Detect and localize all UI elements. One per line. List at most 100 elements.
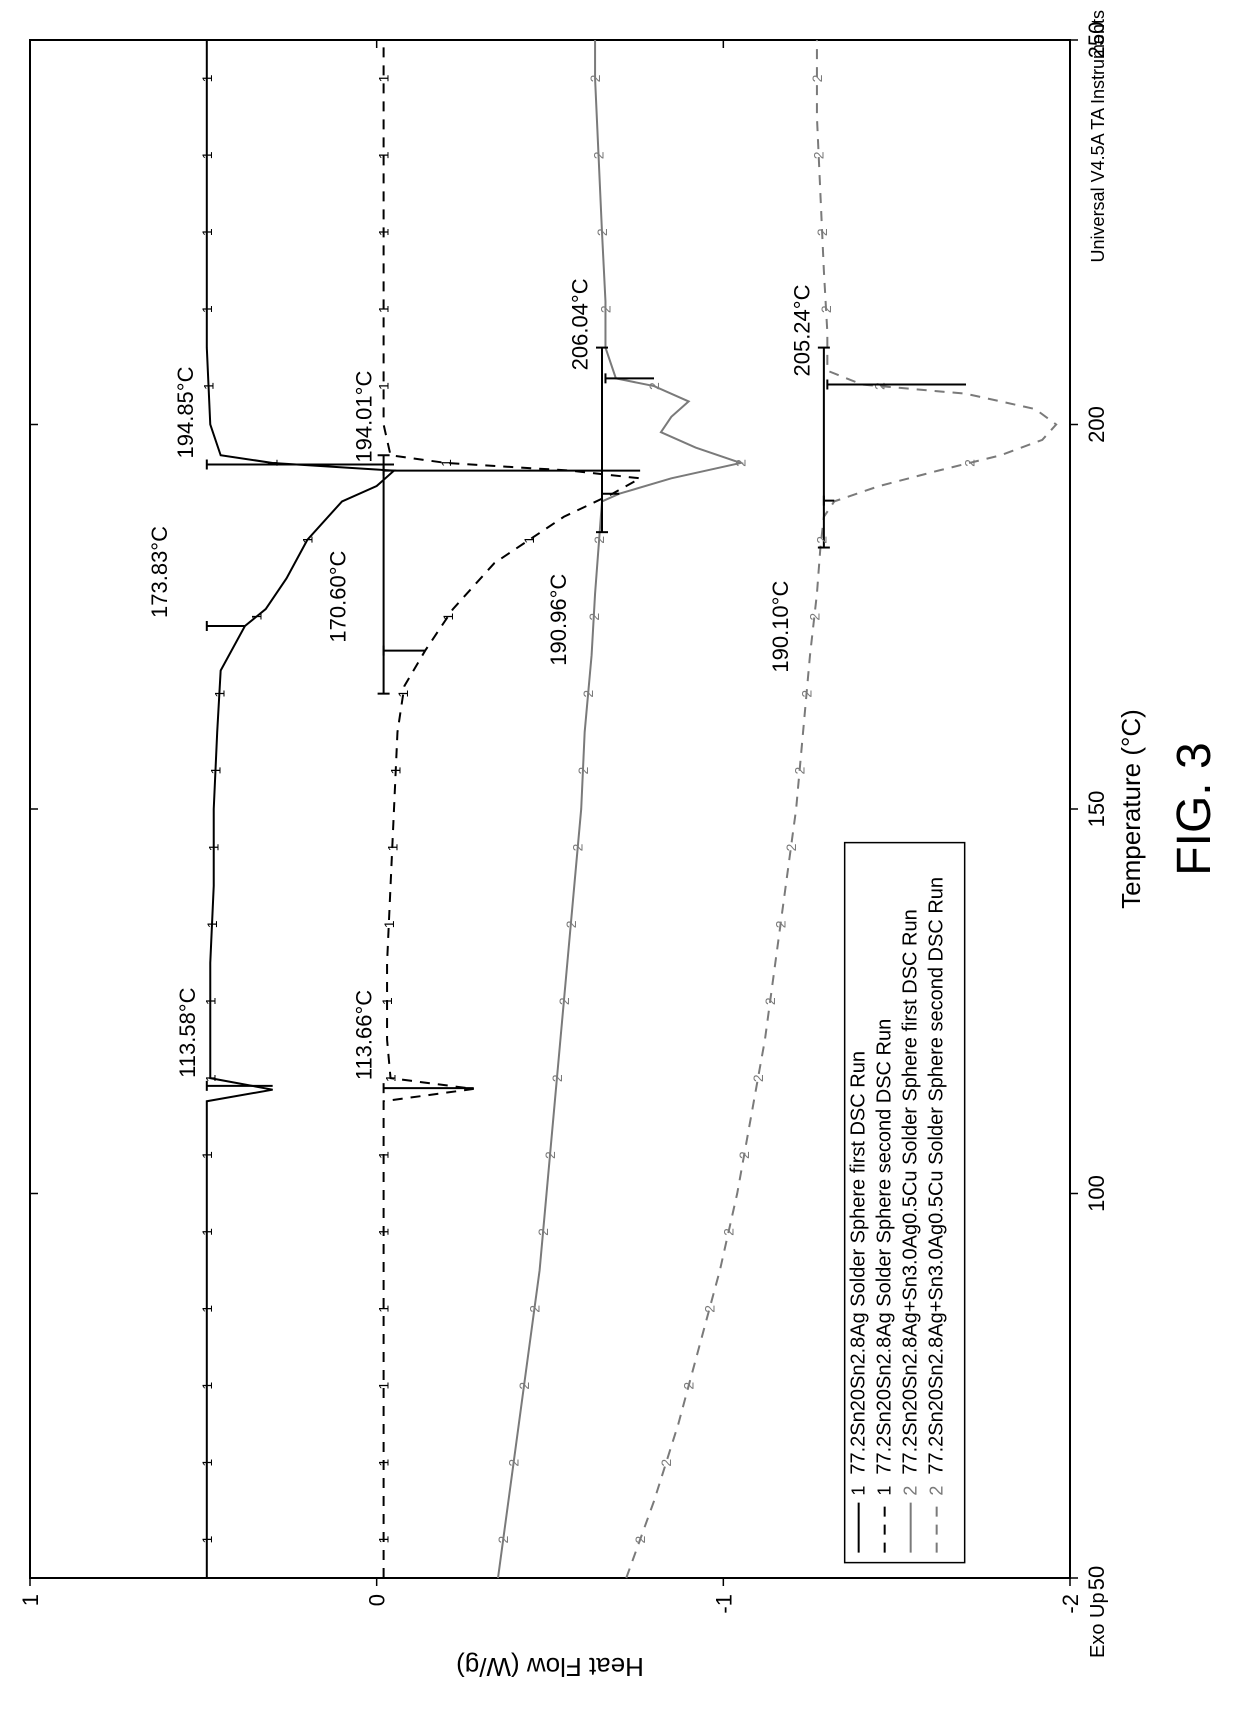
temp-annotation: 194.01°C <box>352 371 377 463</box>
series-marker: 2 <box>556 997 572 1005</box>
series-marker: 1 <box>381 920 397 928</box>
series-marker: 2 <box>721 1228 737 1236</box>
series-marker: 1 <box>384 843 400 851</box>
series-marker: 2 <box>575 766 591 774</box>
y-axis-title: Heat Flow (W/g) <box>456 1652 644 1682</box>
series-marker: 2 <box>516 1382 532 1390</box>
series-marker: 1 <box>376 1535 392 1543</box>
legend-label: 77.2Sn20Sn2.8Ag+Sn3.0Ag0.5Cu Solder Sphe… <box>926 877 948 1475</box>
series-marker: 1 <box>204 920 220 928</box>
series-marker: 2 <box>762 997 778 1005</box>
figure-label: FIG. 3 <box>1168 742 1221 875</box>
series-marker: 1 <box>376 382 392 390</box>
y-tick-label: 0 <box>365 1594 390 1606</box>
series-marker: 2 <box>526 1305 542 1313</box>
series-marker: 2 <box>542 1151 558 1159</box>
series-marker: 1 <box>199 1305 215 1313</box>
series-marker: 2 <box>811 151 827 159</box>
series-marker: 2 <box>814 228 830 236</box>
series-marker: 2 <box>586 613 602 621</box>
series-marker: 2 <box>783 843 799 851</box>
series-marker: 1 <box>199 74 215 82</box>
series-marker: 1 <box>211 690 227 698</box>
series-marker: 2 <box>495 1535 511 1543</box>
series-marker: 2 <box>632 1535 648 1543</box>
series-marker: 1 <box>383 1074 399 1082</box>
series-marker: 1 <box>376 151 392 159</box>
series-marker: 2 <box>773 920 789 928</box>
series-marker: 1 <box>376 1151 392 1159</box>
legend-label: 77.2Sn20Sn2.8Ag Solder Sphere second DSC… <box>874 1019 896 1475</box>
series-marker: 1 <box>376 228 392 236</box>
x-tick-label: 50 <box>1084 1566 1109 1590</box>
temp-annotation: 190.96°C <box>546 574 571 666</box>
series-marker: 2 <box>591 536 607 544</box>
exo-up-label: Exo Up <box>1087 1592 1109 1658</box>
series-marker: 1 <box>379 997 395 1005</box>
series-marker: 1 <box>199 1228 215 1236</box>
series-marker: 2 <box>818 305 834 313</box>
series-marker: 2 <box>570 843 586 851</box>
temp-annotation: 205.24°C <box>789 284 814 376</box>
legend-label: 77.2Sn20Sn2.8Ag Solder Sphere first DSC … <box>848 1051 870 1475</box>
series-marker: 1 <box>248 613 264 621</box>
series-marker: 1 <box>202 1074 218 1082</box>
series-marker: 1 <box>376 1382 392 1390</box>
series-marker: 1 <box>395 690 411 698</box>
y-tick-label: -2 <box>1058 1594 1083 1614</box>
series-marker: 1 <box>299 536 315 544</box>
series-marker: 2 <box>591 151 607 159</box>
series-marker: 1 <box>388 766 404 774</box>
series-marker: 2 <box>594 228 610 236</box>
series-marker: 1 <box>440 613 456 621</box>
series-marker: 2 <box>549 1074 565 1082</box>
x-axis-title: Temperature (°C) <box>1116 709 1146 909</box>
temp-annotation: 173.83°C <box>147 526 172 618</box>
series-marker: 2 <box>658 1459 674 1467</box>
svg-text:1: 1 <box>875 1486 895 1496</box>
series-marker: 2 <box>506 1459 522 1467</box>
series-marker: 2 <box>580 690 596 698</box>
series-marker: 1 <box>376 1305 392 1313</box>
series-marker: 2 <box>799 690 815 698</box>
series-marker: 1 <box>265 459 281 467</box>
series-marker: 1 <box>202 997 218 1005</box>
x-tick-label: 150 <box>1084 791 1109 828</box>
series-marker: 2 <box>733 459 749 467</box>
dsc-chart: 50100150200250-2-101Temperature (°C)Heat… <box>0 0 1240 1718</box>
series-marker: 1 <box>199 1382 215 1390</box>
y-tick-label: -1 <box>711 1594 736 1614</box>
temp-annotation: 113.58°C <box>175 987 200 1077</box>
svg-text:2: 2 <box>901 1486 921 1496</box>
legend-label: 77.2Sn20Sn2.8Ag+Sn3.0Ag0.5Cu Solder Sphe… <box>900 909 922 1474</box>
series-marker: 2 <box>871 382 887 390</box>
series-marker: 2 <box>646 382 662 390</box>
series-marker: 2 <box>563 920 579 928</box>
series-marker: 2 <box>809 74 825 82</box>
svg-text:1: 1 <box>849 1486 869 1496</box>
series-marker: 1 <box>376 305 392 313</box>
series-marker: 1 <box>376 1459 392 1467</box>
series-marker: 2 <box>587 74 603 82</box>
series-marker: 2 <box>701 1305 717 1313</box>
y-tick-label: 1 <box>18 1594 43 1606</box>
temp-annotation: 194.85°C <box>173 366 198 458</box>
series-marker: 1 <box>199 1459 215 1467</box>
series-marker: 1 <box>376 74 392 82</box>
series-marker: 2 <box>813 536 829 544</box>
series-marker: 1 <box>199 1535 215 1543</box>
x-tick-label: 100 <box>1084 1175 1109 1212</box>
series-marker: 1 <box>199 228 215 236</box>
x-tick-label: 200 <box>1084 406 1109 443</box>
series-marker: 1 <box>199 1151 215 1159</box>
series-marker: 2 <box>681 1382 697 1390</box>
temp-annotation: 170.60°C <box>326 550 351 642</box>
svg-text:2: 2 <box>927 1486 947 1496</box>
series-marker: 2 <box>961 459 977 467</box>
series-marker: 2 <box>792 766 808 774</box>
series-marker: 2 <box>535 1228 551 1236</box>
series-marker: 1 <box>438 459 454 467</box>
series-marker: 1 <box>521 536 537 544</box>
series-marker: 1 <box>199 151 215 159</box>
series-marker: 1 <box>206 843 222 851</box>
